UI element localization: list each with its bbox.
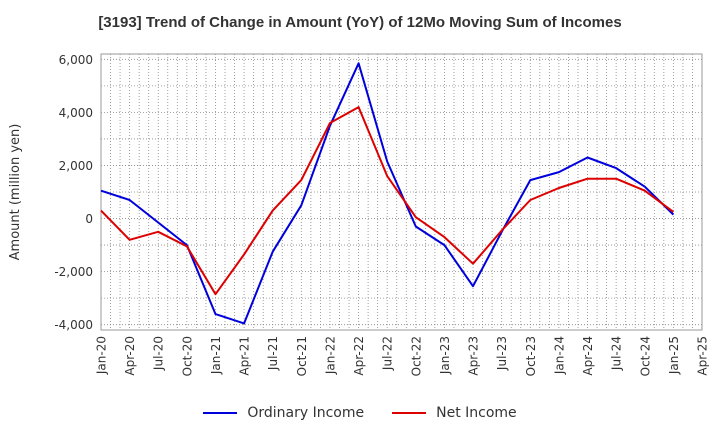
- legend-item-net-income: Net Income: [392, 405, 517, 421]
- x-tick-label: Apr-23: [467, 336, 481, 376]
- x-tick-label: Oct-23: [524, 336, 538, 376]
- chart-title: [3193] Trend of Change in Amount (YoY) o…: [98, 14, 622, 31]
- legend-label-net-income: Net Income: [436, 405, 517, 421]
- x-tick-label: Oct-21: [295, 336, 309, 376]
- x-tick-label: Oct-20: [180, 336, 194, 376]
- y-tick-label: -4,000: [54, 318, 93, 332]
- x-tick-label: Apr-22: [352, 336, 366, 376]
- series-lines: [100, 62, 675, 325]
- x-tick-label: Jul-22: [381, 336, 395, 371]
- x-axis-ticks: Jan-20 Apr-20 Jul-20 Oct-20 Jan-21 Apr-21 Jul-…: [95, 336, 710, 376]
- y-axis-ticks: -4,000 -2,000 0 2,000 4,000 6,000: [54, 53, 93, 332]
- series-line-net-income: [100, 106, 674, 296]
- x-tick-label: Jan-25: [667, 336, 681, 375]
- y-tick-label: -2,000: [54, 265, 93, 279]
- legend-item-ordinary-income: Ordinary Income: [203, 405, 364, 421]
- y-tick-label: 0: [85, 212, 93, 226]
- series-line-ordinary-income: [100, 62, 675, 325]
- y-axis-label: Amount (million yen): [8, 124, 23, 261]
- x-tick-label: Jul-21: [266, 336, 280, 371]
- x-tick-label: Jul-24: [610, 336, 624, 371]
- x-tick-label: Jan-22: [323, 336, 337, 375]
- x-tick-label: Oct-22: [409, 336, 423, 376]
- x-tick-label: Jan-21: [209, 336, 223, 375]
- legend-label-ordinary-income: Ordinary Income: [247, 405, 365, 421]
- x-tick-label: Jan-20: [95, 336, 109, 375]
- legend: Ordinary Income Net Income: [0, 405, 720, 421]
- x-tick-label: Jul-20: [152, 336, 166, 371]
- y-tick-label: 4,000: [59, 106, 93, 120]
- plot-area-border: [100, 53, 703, 331]
- x-tick-label: Apr-21: [238, 336, 252, 376]
- y-tick-label: 6,000: [59, 53, 93, 67]
- legend-swatch-ordinary-income: [203, 412, 238, 414]
- x-tick-label: Jan-23: [438, 336, 452, 375]
- x-tick-label: Apr-24: [581, 336, 595, 376]
- x-tick-label: Apr-25: [696, 336, 710, 376]
- y-tick-label: 2,000: [59, 159, 93, 173]
- x-tick-label: Oct-24: [638, 336, 652, 376]
- x-tick-label: Jan-24: [552, 336, 566, 375]
- x-tick-label: Jul-23: [495, 336, 509, 371]
- x-tick-label: Apr-20: [123, 336, 137, 376]
- legend-swatch-net-income: [392, 412, 427, 414]
